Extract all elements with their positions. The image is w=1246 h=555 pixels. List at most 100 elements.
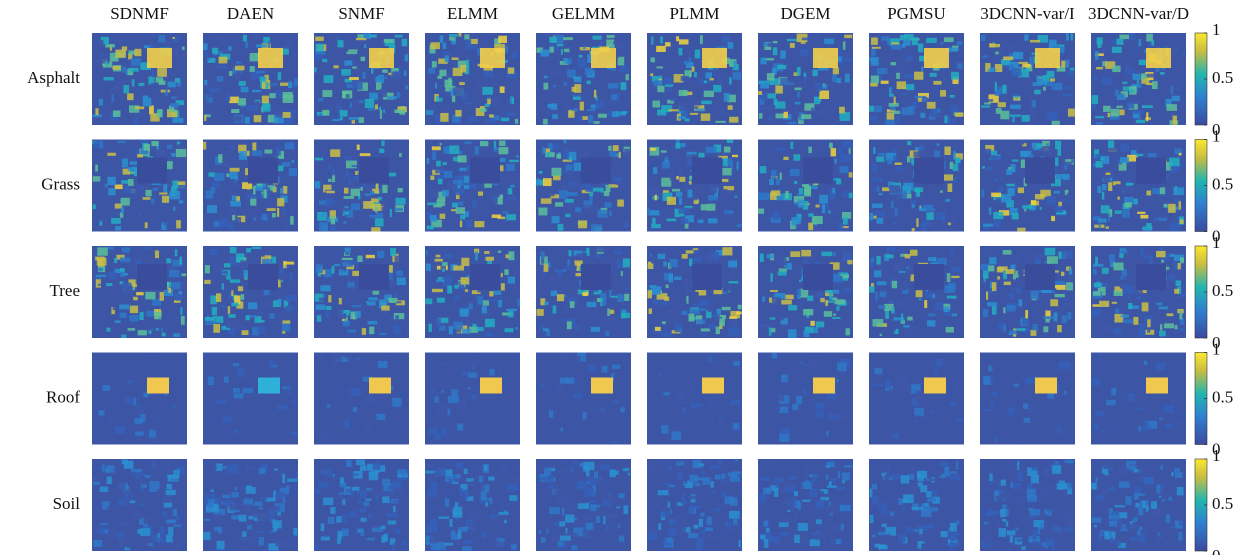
map-texture bbox=[913, 151, 922, 158]
abundance-map bbox=[1091, 33, 1186, 125]
map-texture bbox=[247, 467, 250, 473]
map-texture bbox=[391, 71, 400, 80]
map-texture bbox=[589, 499, 596, 504]
map-texture bbox=[1166, 313, 1174, 317]
map-texture bbox=[446, 183, 457, 190]
map-texture bbox=[911, 384, 921, 391]
map-texture bbox=[881, 36, 890, 41]
map-texture bbox=[317, 509, 323, 516]
map-texture bbox=[792, 511, 798, 518]
map-texture bbox=[723, 146, 731, 153]
map-texture bbox=[367, 321, 378, 325]
map-texture bbox=[504, 328, 514, 333]
map-texture bbox=[162, 495, 173, 504]
map-texture bbox=[1137, 493, 1145, 496]
map-texture bbox=[1103, 175, 1110, 182]
map-texture bbox=[592, 35, 602, 40]
map-texture bbox=[798, 117, 804, 125]
map-texture bbox=[957, 63, 963, 69]
map-texture bbox=[448, 395, 459, 404]
map-texture bbox=[709, 252, 720, 261]
map-texture bbox=[239, 325, 250, 329]
map-texture bbox=[138, 82, 145, 87]
map-texture bbox=[1161, 498, 1166, 502]
map-texture bbox=[245, 168, 250, 176]
map-texture bbox=[769, 78, 779, 86]
map-texture bbox=[593, 471, 599, 479]
map-texture bbox=[345, 94, 350, 98]
map-texture bbox=[797, 289, 802, 297]
map-texture bbox=[1012, 482, 1022, 490]
map-texture bbox=[468, 372, 477, 378]
map-texture bbox=[216, 65, 228, 69]
map-texture bbox=[321, 213, 328, 218]
map-texture bbox=[499, 390, 510, 395]
map-texture bbox=[505, 254, 511, 259]
map-texture bbox=[540, 298, 546, 306]
map-texture bbox=[1119, 252, 1124, 258]
map-texture bbox=[1010, 63, 1014, 69]
map-texture bbox=[833, 313, 836, 316]
map-texture bbox=[899, 35, 906, 41]
map-texture bbox=[721, 36, 730, 43]
map-texture bbox=[1138, 426, 1141, 432]
map-texture bbox=[771, 170, 777, 179]
map-texture bbox=[1061, 302, 1070, 309]
map-texture bbox=[204, 494, 216, 503]
map-texture bbox=[686, 151, 697, 155]
map-texture bbox=[582, 411, 587, 420]
map-texture bbox=[940, 531, 949, 538]
map-texture bbox=[618, 247, 622, 251]
map-texture bbox=[599, 464, 610, 470]
map-texture bbox=[915, 147, 923, 152]
map-texture bbox=[692, 157, 722, 184]
map-texture bbox=[608, 145, 612, 151]
map-texture bbox=[207, 502, 215, 507]
map-texture bbox=[370, 197, 379, 203]
map-texture bbox=[564, 306, 569, 315]
map-texture bbox=[229, 171, 238, 180]
map-texture bbox=[322, 90, 333, 98]
map-texture bbox=[492, 97, 502, 106]
map-texture bbox=[1135, 153, 1144, 157]
map-texture bbox=[478, 475, 484, 483]
map-texture bbox=[129, 314, 139, 322]
map-texture bbox=[790, 141, 794, 150]
map-texture bbox=[1010, 164, 1016, 173]
map-texture bbox=[700, 100, 712, 105]
map-texture bbox=[350, 311, 358, 320]
map-texture bbox=[900, 253, 907, 257]
map-texture bbox=[927, 320, 936, 327]
map-texture bbox=[848, 172, 853, 178]
map-texture bbox=[357, 34, 364, 39]
map-texture bbox=[872, 176, 883, 182]
map-texture bbox=[902, 264, 910, 267]
map-texture bbox=[214, 512, 222, 520]
map-texture bbox=[927, 498, 936, 502]
map-texture bbox=[137, 264, 167, 290]
map-texture bbox=[1093, 525, 1098, 528]
map-texture bbox=[1158, 217, 1167, 222]
map-texture bbox=[1146, 377, 1168, 394]
map-texture bbox=[826, 430, 829, 437]
map-texture bbox=[381, 140, 385, 146]
map-texture bbox=[830, 194, 833, 202]
map-texture bbox=[1017, 270, 1027, 275]
map-texture bbox=[602, 297, 607, 306]
map-texture bbox=[982, 55, 989, 58]
map-texture bbox=[121, 489, 133, 494]
map-texture bbox=[819, 99, 822, 102]
map-texture bbox=[873, 215, 877, 219]
map-texture bbox=[653, 504, 661, 509]
map-texture bbox=[438, 97, 443, 102]
colorbar-tick-label: 1 bbox=[1212, 20, 1221, 39]
map-texture bbox=[934, 150, 940, 158]
map-texture bbox=[497, 250, 502, 253]
map-texture bbox=[147, 48, 172, 68]
map-texture bbox=[289, 484, 296, 490]
map-texture bbox=[258, 48, 283, 68]
map-texture bbox=[948, 312, 952, 318]
map-texture bbox=[1009, 535, 1013, 543]
map-texture bbox=[705, 146, 717, 153]
map-texture bbox=[871, 483, 878, 490]
